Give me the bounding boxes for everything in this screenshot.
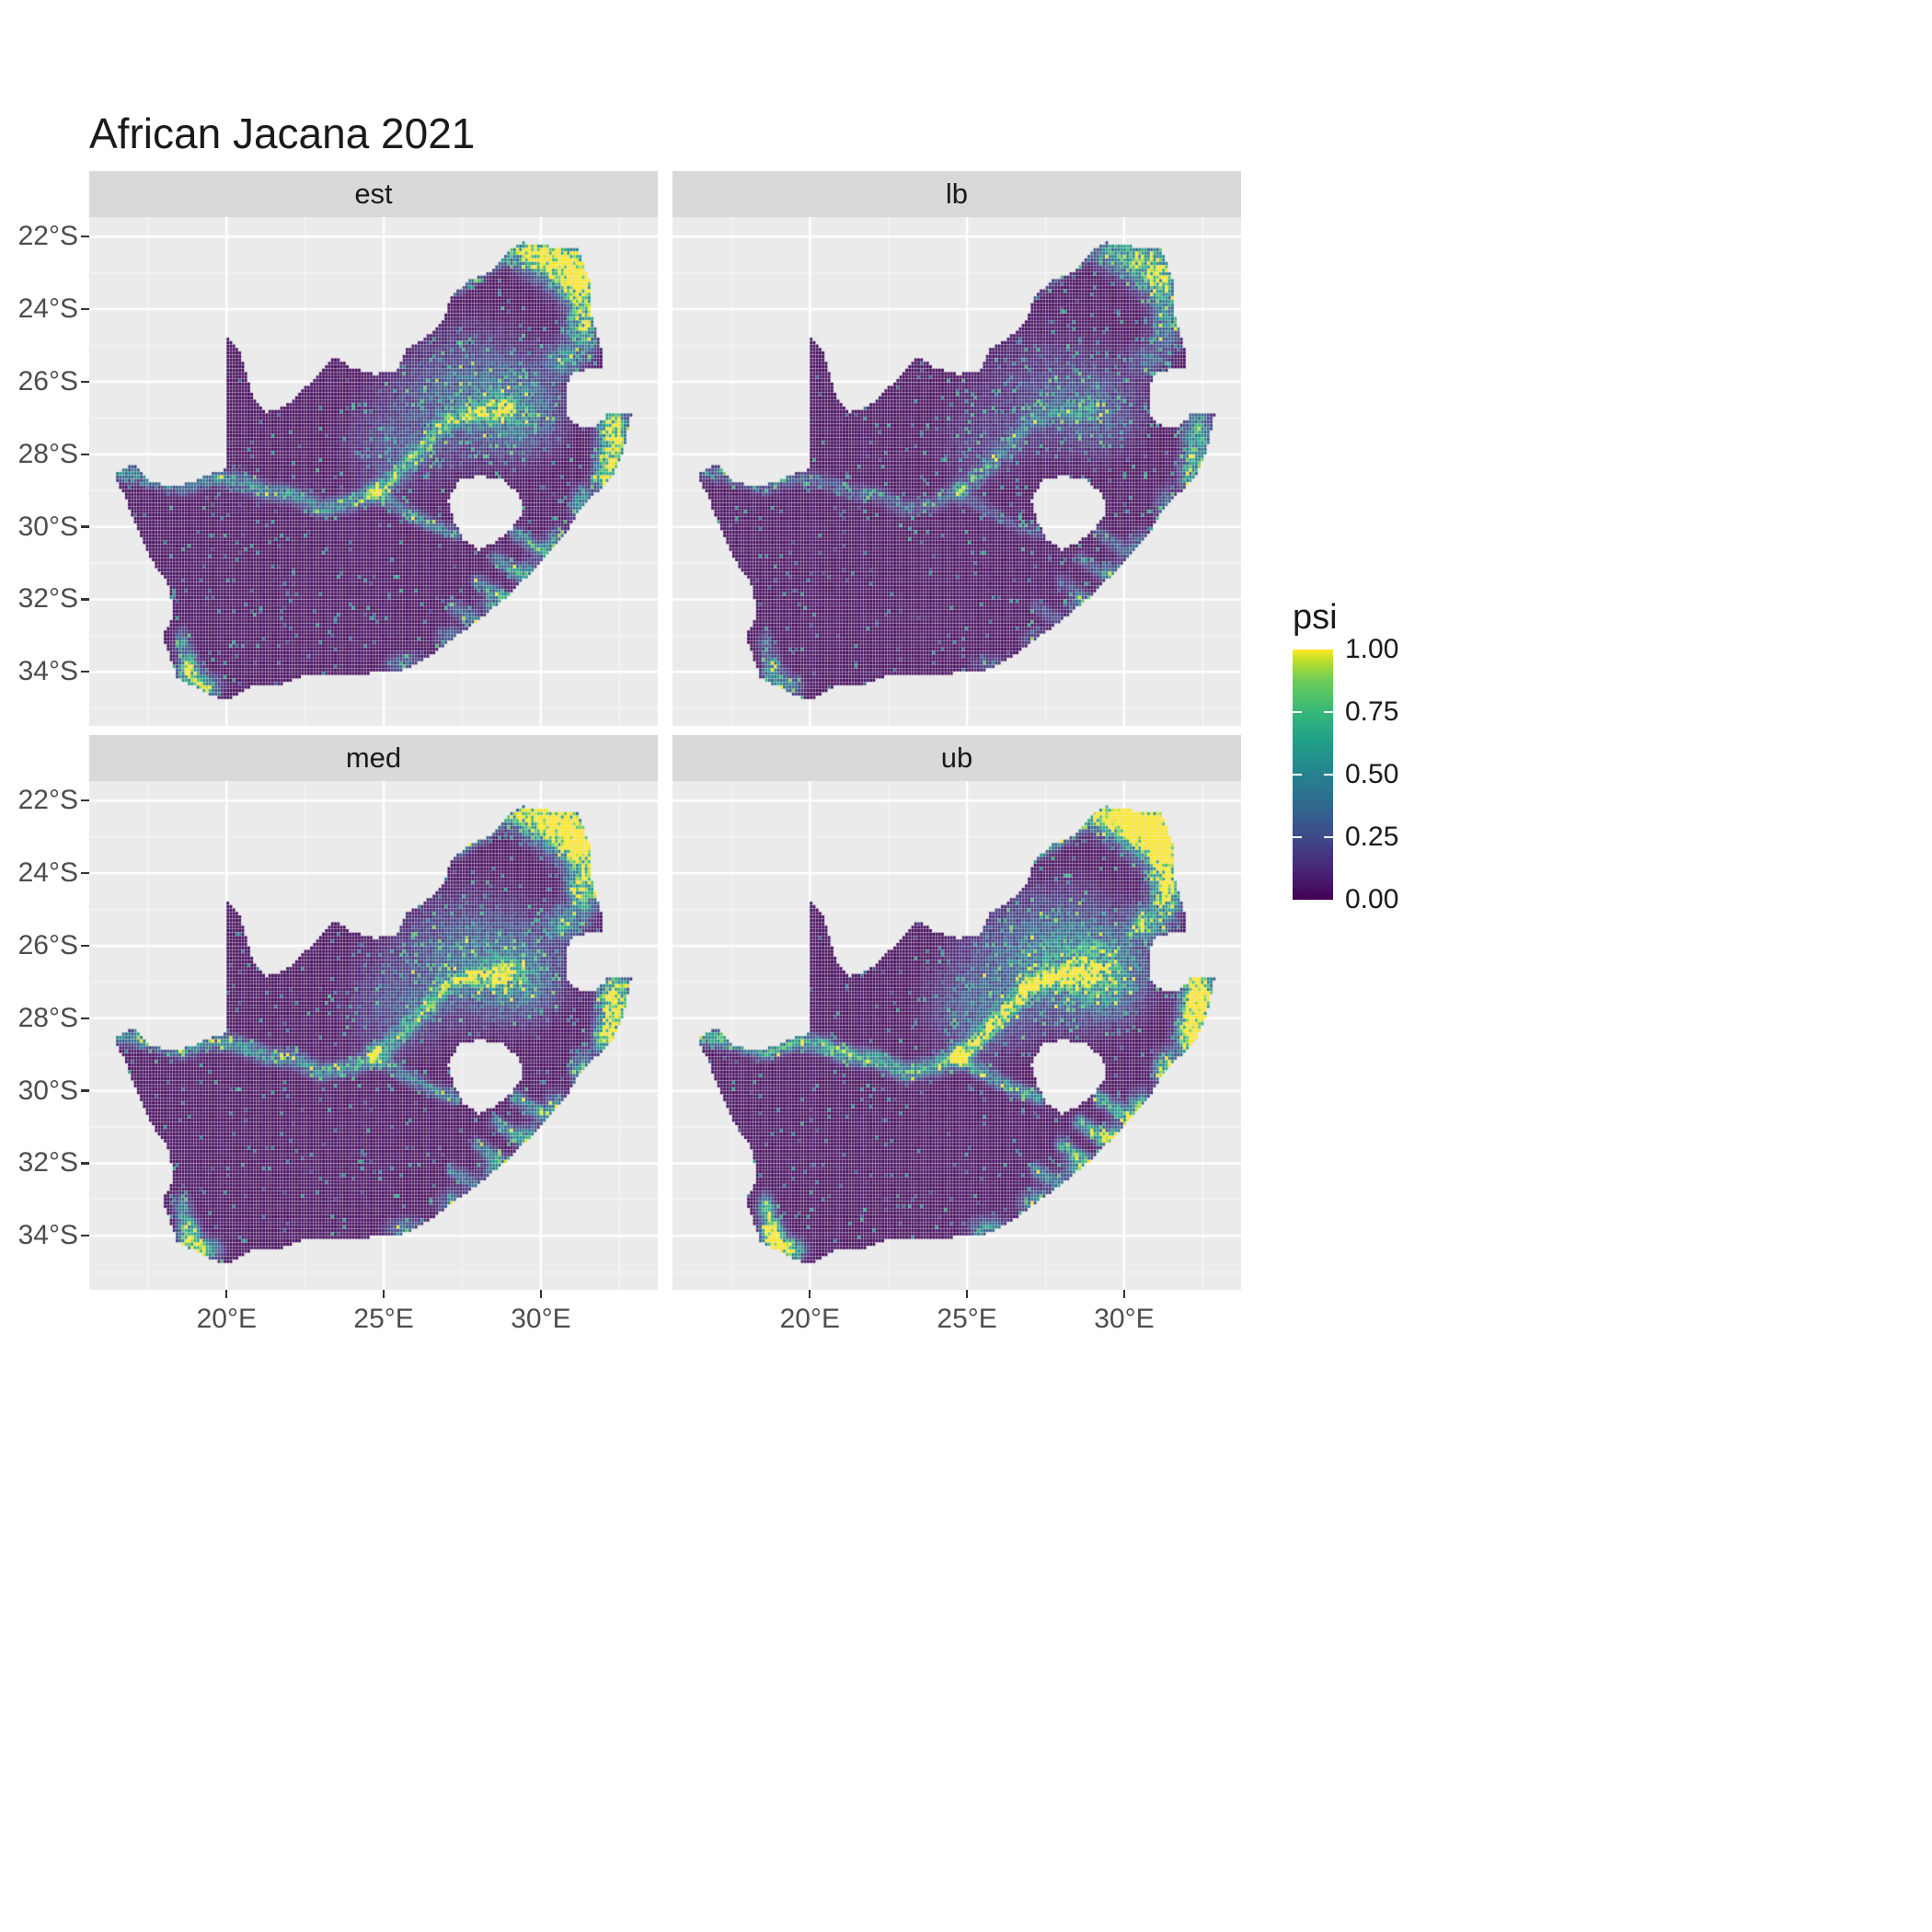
y-axis-tick-mark <box>81 525 89 528</box>
y-axis-tick-mark <box>81 1162 89 1165</box>
y-axis-tick-mark <box>81 1235 89 1237</box>
x-axis-tick-mark <box>539 1290 543 1298</box>
y-axis-tick-mark <box>81 307 89 311</box>
x-axis-label: 25°E <box>353 1304 414 1334</box>
y-axis-label: 30°S <box>17 511 78 542</box>
facet-strip-med: med <box>89 735 658 781</box>
legend-label: 0.50 <box>1345 759 1399 789</box>
x-axis-label: 20°E <box>196 1304 257 1334</box>
x-axis-label: 20°E <box>779 1304 840 1334</box>
facet-strip-label: est <box>354 178 393 210</box>
legend-tick-mark <box>1324 711 1333 713</box>
y-axis-label: 34°S <box>17 1220 78 1251</box>
y-axis-tick-mark <box>81 236 89 238</box>
map-canvas-med <box>89 781 658 1290</box>
y-axis-label: 32°S <box>17 583 78 615</box>
y-axis-tick-mark <box>81 799 89 802</box>
x-axis-tick-mark <box>382 1290 385 1298</box>
legend-tick-mark <box>1293 774 1302 776</box>
facet-strip-est: est <box>89 171 658 217</box>
legend-label: 0.75 <box>1345 696 1399 727</box>
y-axis-label: 22°S <box>17 785 78 816</box>
map-canvas-ub <box>673 781 1241 1290</box>
y-axis-label: 24°S <box>17 293 78 325</box>
map-canvas-est <box>89 217 658 726</box>
x-axis-tick-mark <box>1122 1290 1126 1298</box>
y-axis-label: 34°S <box>17 656 78 687</box>
plot-title: African Jacana 2021 <box>89 109 476 157</box>
facet-strip-lb: lb <box>673 171 1241 217</box>
legend-tick-mark <box>1324 774 1333 776</box>
y-axis-label: 30°S <box>17 1075 78 1106</box>
legend-tick-mark <box>1324 836 1333 838</box>
facet-strip-label: med <box>345 742 402 774</box>
y-axis-tick-mark <box>81 1017 89 1019</box>
x-axis-tick-mark <box>809 1290 811 1298</box>
x-axis-tick-mark <box>965 1290 969 1298</box>
map-canvas-lb <box>673 217 1241 726</box>
legend-label: 0.25 <box>1345 822 1399 852</box>
y-axis-tick-mark <box>81 871 89 875</box>
legend-tick-mark <box>1293 711 1302 713</box>
facet-panel-ub <box>673 781 1241 1290</box>
y-axis-label: 22°S <box>17 221 78 252</box>
x-axis-label: 30°E <box>511 1304 571 1334</box>
y-axis-label: 28°S <box>17 438 78 469</box>
x-axis-tick-mark <box>225 1290 228 1298</box>
facet-panel-est <box>89 217 658 726</box>
x-axis-label: 30°E <box>1094 1304 1155 1334</box>
facet-strip-label: ub <box>940 742 973 774</box>
y-axis-label: 24°S <box>17 857 78 889</box>
y-axis-label: 28°S <box>17 1002 78 1033</box>
y-axis-tick-mark <box>81 380 89 384</box>
y-axis-label: 32°S <box>17 1147 78 1179</box>
facet-strip-label: lb <box>945 178 969 210</box>
legend-title: psi <box>1293 598 1338 637</box>
x-axis-label: 25°E <box>937 1304 997 1334</box>
facet-panel-med <box>89 781 658 1290</box>
facet-strip-ub: ub <box>673 735 1241 781</box>
y-axis-label: 26°S <box>17 365 78 397</box>
facet-panel-lb <box>673 217 1241 726</box>
y-axis-tick-mark <box>81 598 89 601</box>
legend-label: 0.00 <box>1345 884 1399 914</box>
legend-label: 1.00 <box>1345 634 1399 664</box>
y-axis-tick-mark <box>81 944 89 948</box>
y-axis-tick-mark <box>81 1089 89 1092</box>
y-axis-tick-mark <box>81 671 89 673</box>
legend-tick-mark <box>1293 836 1302 838</box>
y-axis-label: 26°S <box>17 929 78 960</box>
y-axis-tick-mark <box>81 453 89 455</box>
